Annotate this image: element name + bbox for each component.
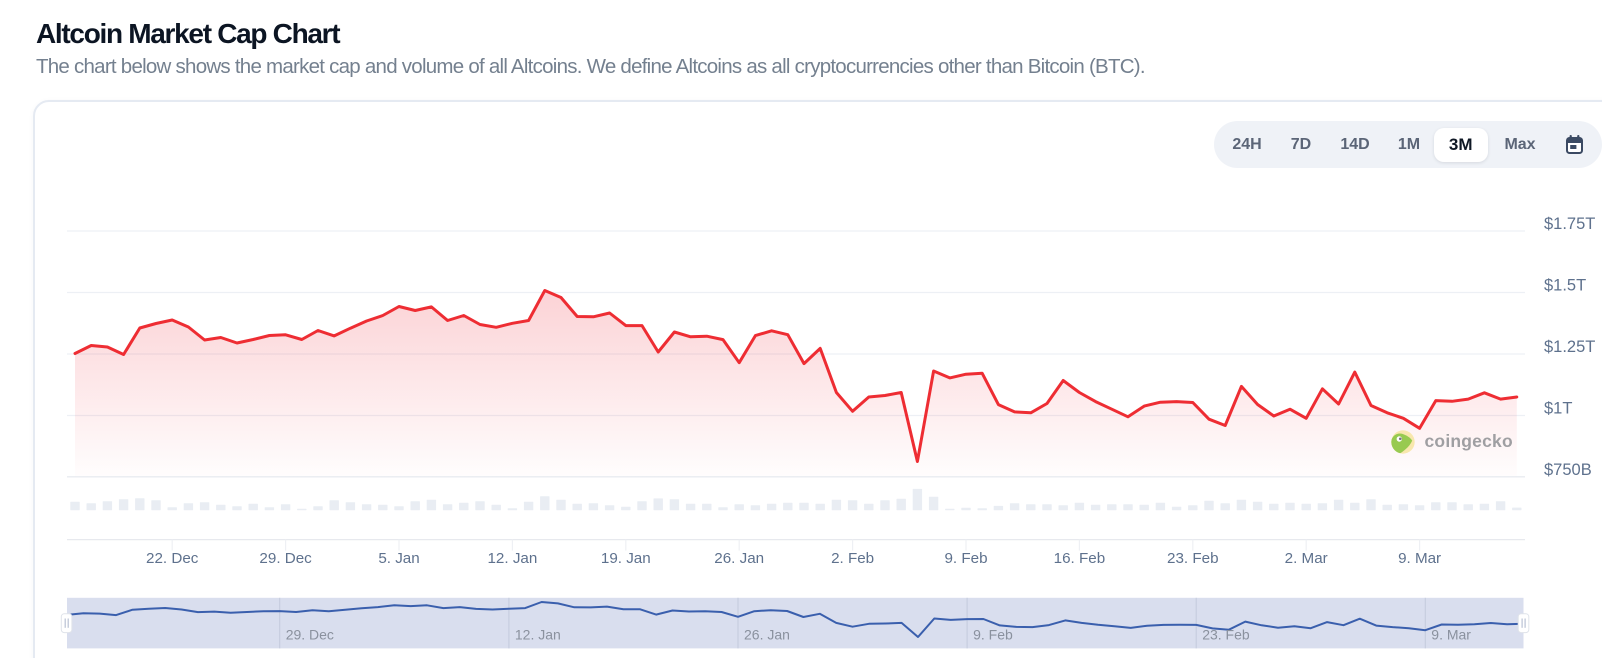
- svg-text:5. Jan: 5. Jan: [378, 550, 419, 567]
- svg-text:23. Feb: 23. Feb: [1202, 627, 1250, 643]
- svg-text:$1.25T: $1.25T: [1544, 338, 1595, 356]
- svg-text:$1T: $1T: [1544, 400, 1572, 418]
- svg-text:29. Dec: 29. Dec: [286, 627, 334, 643]
- svg-text:coingecko: coingecko: [1425, 431, 1513, 451]
- svg-text:$750B: $750B: [1544, 461, 1592, 479]
- svg-text:2. Mar: 2. Mar: [1285, 550, 1328, 567]
- svg-text:9. Feb: 9. Feb: [944, 550, 987, 567]
- svg-text:9. Mar: 9. Mar: [1398, 550, 1441, 567]
- svg-text:22. Dec: 22. Dec: [146, 550, 199, 567]
- svg-text:16. Feb: 16. Feb: [1054, 550, 1106, 567]
- svg-text:26. Jan: 26. Jan: [714, 550, 764, 567]
- svg-text:9. Mar: 9. Mar: [1431, 627, 1471, 643]
- svg-text:$1.75T: $1.75T: [1544, 215, 1595, 233]
- svg-text:26. Jan: 26. Jan: [744, 627, 790, 643]
- svg-text:9. Feb: 9. Feb: [973, 627, 1013, 643]
- svg-text:29. Dec: 29. Dec: [259, 550, 312, 567]
- svg-text:12. Jan: 12. Jan: [515, 627, 561, 643]
- svg-text:$1.5T: $1.5T: [1544, 277, 1586, 295]
- svg-text:19. Jan: 19. Jan: [601, 550, 651, 567]
- svg-text:2. Feb: 2. Feb: [831, 550, 874, 567]
- svg-text:23. Feb: 23. Feb: [1167, 550, 1219, 567]
- svg-text:12. Jan: 12. Jan: [487, 550, 537, 567]
